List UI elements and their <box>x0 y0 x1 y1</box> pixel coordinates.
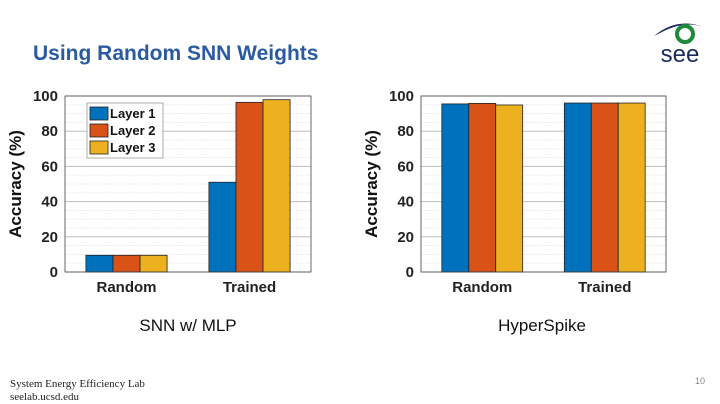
bar-trained-layer1 <box>208 181 237 273</box>
y-tick-label: 80 <box>397 123 414 140</box>
chart-1: Random Trained 0 20 40 60 80 100 Accuracy (%) Lay… <box>6 88 312 296</box>
bar-random-layer3 <box>495 104 524 273</box>
bar-trained-layer2 <box>235 101 264 273</box>
bar-trained-layer2 <box>590 102 619 273</box>
see-logo: see <box>654 23 706 66</box>
y-tick-label: 80 <box>41 123 58 140</box>
logo-text: see <box>661 41 700 66</box>
axes-box <box>420 95 667 273</box>
x-tick-label: Random <box>452 279 512 296</box>
y-tick-label: 100 <box>33 88 58 105</box>
bar-random-layer3 <box>139 254 168 273</box>
slide-title: Using Random SNN Weights <box>33 42 319 65</box>
y-tick-label: 20 <box>397 229 414 246</box>
logo-eye-iris <box>675 24 695 44</box>
bar-trained-layer3 <box>617 102 646 273</box>
bar-random-layer1 <box>441 103 470 273</box>
logo-eye-arc <box>654 23 706 36</box>
legend-label: Layer 1 <box>110 106 156 121</box>
y-axis-label: Accuracy (%) <box>6 130 25 238</box>
axes-box <box>64 95 312 273</box>
page-number: 10 <box>695 376 706 386</box>
legend-swatch-layer3 <box>89 140 109 155</box>
legend-label: Layer 3 <box>110 140 156 155</box>
bar-random-layer1 <box>85 254 114 273</box>
bar-trained-layer3 <box>262 99 291 273</box>
footer: System Energy Efficiency Lab seelab.ucsd… <box>10 378 145 404</box>
y-tick-label: 0 <box>50 264 58 281</box>
x-tick-label: Trained <box>578 279 631 296</box>
bar-random-layer2 <box>468 102 497 273</box>
x-tick-label: Trained <box>223 279 276 296</box>
legend-swatch-layer1 <box>89 106 109 121</box>
y-tick-label: 0 <box>406 264 414 281</box>
chart-subtitle-snn-mlp: SNN w/ MLP <box>139 316 237 335</box>
legend-label: Layer 2 <box>110 123 156 138</box>
y-tick-label: 40 <box>397 194 414 211</box>
legend: Layer 1 Layer 2 Layer 3 <box>86 102 164 159</box>
y-axis-label: Accuracy (%) <box>362 130 381 238</box>
legend-swatch-layer2 <box>89 123 109 138</box>
footer-lab-name: System Energy Efficiency Lab <box>10 378 145 390</box>
y-tick-label: 60 <box>41 158 58 175</box>
y-tick-label: 40 <box>41 194 58 211</box>
footer-url[interactable]: seelab.ucsd.edu <box>10 391 80 403</box>
y-tick-label: 100 <box>389 88 414 105</box>
y-tick-label: 20 <box>41 229 58 246</box>
bar-random-layer2 <box>112 254 141 273</box>
chart-2: Random Trained 0 20 40 60 80 100 Accuracy (%) <box>362 88 667 296</box>
y-tick-label: 60 <box>397 158 414 175</box>
x-tick-label: Random <box>97 279 157 296</box>
chart-subtitle-hyperspike: HyperSpike <box>498 316 586 335</box>
bar-trained-layer1 <box>563 102 592 273</box>
